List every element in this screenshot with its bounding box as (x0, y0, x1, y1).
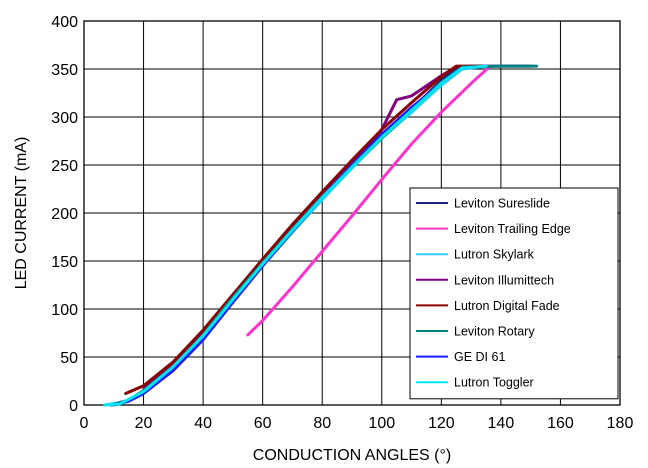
plot-frame (83, 20, 621, 406)
y-tick-label: 50 (60, 350, 78, 367)
y-tick-label: 350 (51, 62, 78, 79)
legend-label: Lutron Toggler (454, 376, 534, 390)
y-axis-title: LED CURRENT (mA) (13, 137, 30, 290)
x-tick-label: 120 (428, 415, 455, 432)
y-tick-label: 400 (51, 14, 78, 31)
legend-label: Lutron Digital Fade (454, 299, 560, 313)
x-tick-label: 160 (547, 415, 574, 432)
x-tick-label: 100 (368, 415, 395, 432)
legend-box (409, 187, 619, 400)
legend-label: Leviton Illumittech (454, 273, 554, 287)
x-tick-label: 180 (607, 415, 634, 432)
y-tick-label: 300 (51, 110, 78, 127)
series-line-2 (246, 65, 491, 337)
x-tick-label: 0 (80, 415, 89, 432)
legend-label: GE DI 61 (454, 350, 505, 364)
y-tick-labels: 0 50 100 150 200 250 300 350 400 (51, 14, 78, 415)
legend-label: Lutron Skylark (454, 248, 535, 262)
legend-label: Leviton Rotary (454, 325, 535, 339)
x-axis-title: CONDUCTION ANGLES (°) (253, 447, 451, 464)
legend-label: Leviton Sureslide (454, 197, 550, 211)
series-line-8 (103, 64, 488, 407)
y-tick-label: 100 (51, 302, 78, 319)
series-line-5 (124, 64, 488, 395)
y-tick-label: 150 (51, 254, 78, 271)
y-tick-label: 0 (69, 398, 78, 415)
series-layer (103, 64, 539, 407)
legend-label: Leviton Trailing Edge (454, 222, 571, 236)
y-tick-label: 200 (51, 206, 78, 223)
x-tick-label: 20 (135, 415, 153, 432)
x-tick-label: 80 (313, 415, 331, 432)
x-tick-label: 140 (488, 415, 515, 432)
x-tick-labels: 0 20 40 60 80 100 120 140 160 180 (80, 415, 634, 432)
y-tick-label: 250 (51, 158, 78, 175)
legend: Leviton Sureslide Leviton Trailing Edge Lu… (409, 187, 619, 400)
x-tick-label: 40 (194, 415, 212, 432)
x-tick-label: 60 (254, 415, 272, 432)
